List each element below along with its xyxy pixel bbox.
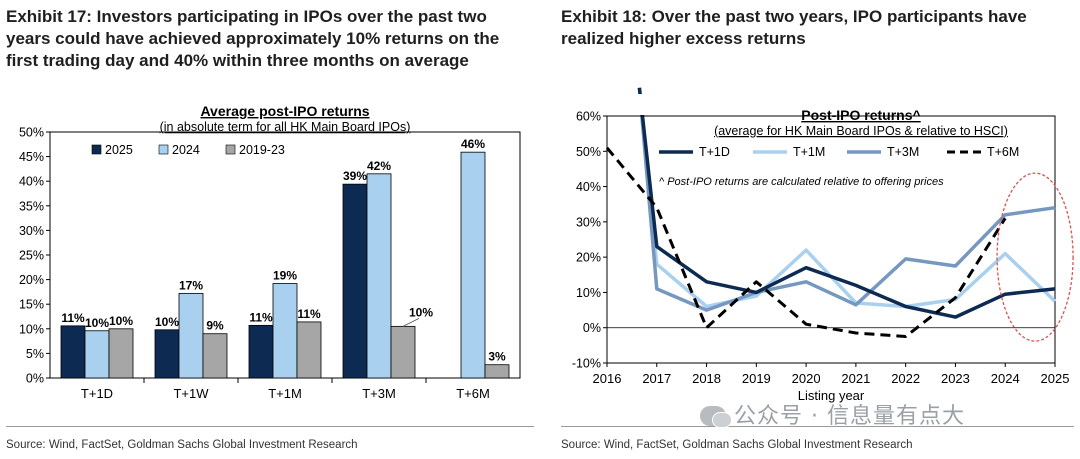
y-tick-label: 0% bbox=[583, 321, 601, 335]
legend-swatch bbox=[91, 144, 102, 155]
data-label: 10% bbox=[409, 305, 433, 319]
data-label: 46% bbox=[461, 137, 485, 151]
series-line bbox=[637, 87, 1056, 319]
y-tick-label: -10% bbox=[572, 357, 601, 371]
bar bbox=[272, 283, 298, 379]
x-tick-label: 2017 bbox=[642, 371, 671, 386]
data-label: 11% bbox=[297, 307, 321, 321]
y-tick-label: 60% bbox=[576, 110, 601, 124]
x-tick-label: 2021 bbox=[841, 371, 870, 386]
legend-label: T+6M bbox=[987, 145, 1019, 159]
wechat-icon bbox=[700, 406, 732, 428]
watermark-text: 公众号 · 信息量有点大 bbox=[734, 404, 965, 429]
source-divider bbox=[6, 426, 534, 427]
x-tick-label: T+1M bbox=[268, 386, 302, 401]
chart-title: Average post-IPO returns bbox=[200, 103, 369, 119]
bar bbox=[202, 333, 228, 379]
series-line bbox=[605, 146, 1007, 338]
legend-label: T+1D bbox=[699, 145, 730, 159]
y-tick-label: 15% bbox=[19, 298, 44, 312]
x-tick-label: 2016 bbox=[593, 371, 622, 386]
exhibit-18-title: Exhibit 18: Over the past two years, IPO… bbox=[561, 7, 1027, 48]
x-tick-label: T+1D bbox=[81, 386, 113, 401]
bar bbox=[296, 321, 322, 379]
x-tick-label: 2018 bbox=[692, 371, 721, 386]
bar bbox=[84, 330, 110, 379]
x-tick-label: 2024 bbox=[991, 371, 1020, 386]
data-label: 10% bbox=[109, 314, 133, 328]
x-tick-label: 2022 bbox=[891, 371, 920, 386]
series-line bbox=[637, 87, 1056, 312]
data-label: 42% bbox=[367, 159, 391, 173]
data-label: 10% bbox=[155, 315, 179, 329]
exhibit-17-title: Exhibit 17: Investors participating in I… bbox=[6, 7, 500, 70]
y-tick-label: 45% bbox=[19, 150, 44, 164]
y-tick-label: 20% bbox=[19, 273, 44, 287]
y-tick-label: 40% bbox=[576, 180, 601, 194]
data-label: 39% bbox=[343, 169, 367, 183]
legend-swatch bbox=[158, 144, 169, 155]
y-tick-label: 50% bbox=[19, 126, 44, 140]
data-label: 17% bbox=[179, 278, 203, 292]
x-tick-label: 2020 bbox=[792, 371, 821, 386]
bar bbox=[460, 151, 486, 379]
line-chart: -10% 0% 10% 20% 30% 40% 50% 60% 2016 2017 2018 2019… bbox=[572, 87, 1074, 403]
x-tick-label: 2023 bbox=[941, 371, 970, 386]
y-tick-label: 0% bbox=[26, 372, 44, 386]
y-tick-label: 30% bbox=[576, 215, 601, 229]
data-label: 11% bbox=[249, 310, 273, 324]
chart-subtitle: (in absolute term for all HK Main Board … bbox=[160, 120, 411, 134]
source-divider bbox=[561, 426, 1074, 427]
x-tick-label: 2025 bbox=[1041, 371, 1070, 386]
exhibit-18-panel: Exhibit 18: Over the past two years, IPO… bbox=[555, 0, 1080, 459]
label-leader bbox=[402, 317, 420, 327]
exhibit-18-source: Source: Wind, FactSet, Goldman Sachs Glo… bbox=[561, 439, 913, 451]
clip-mask bbox=[608, 94, 1054, 115]
data-label: 19% bbox=[273, 269, 297, 283]
y-tick-label: 20% bbox=[576, 251, 601, 265]
bar bbox=[390, 325, 416, 379]
legend-label: 2019-23 bbox=[239, 143, 285, 157]
legend-label: T+1M bbox=[793, 145, 825, 159]
y-tick-label: 10% bbox=[576, 286, 601, 300]
y-tick-label: 35% bbox=[19, 199, 44, 213]
legend-label: 2025 bbox=[105, 143, 133, 157]
bar bbox=[60, 325, 86, 379]
legend-swatch bbox=[225, 144, 236, 155]
exhibit-17-panel: Exhibit 17: Investors participating in I… bbox=[6, 7, 534, 451]
x-tick-label: 2019 bbox=[742, 371, 771, 386]
highlight-ellipse bbox=[996, 172, 1074, 342]
x-tick-label: T+6M bbox=[456, 386, 490, 401]
data-label: 9% bbox=[206, 319, 224, 333]
y-tick-label: 30% bbox=[19, 224, 44, 238]
y-tick-label: 25% bbox=[19, 249, 44, 263]
legend-label: T+3M bbox=[887, 145, 919, 159]
watermark: 公众号 · 信息量有点大 bbox=[700, 398, 965, 430]
bar bbox=[484, 364, 510, 379]
y-tick-label: 5% bbox=[26, 347, 44, 361]
bar bbox=[342, 183, 368, 379]
legend-label: 2024 bbox=[172, 143, 200, 157]
bar bbox=[154, 329, 180, 379]
bar bbox=[248, 324, 274, 379]
chart-title: Post-IPO returns^ bbox=[801, 107, 920, 123]
y-tick-label: 50% bbox=[576, 145, 601, 159]
chart-subtitle: (average for HK Main Board IPOs & relati… bbox=[714, 124, 1008, 138]
data-label: 11% bbox=[61, 311, 85, 325]
x-axis-label: Listing year bbox=[798, 388, 865, 403]
x-tick-label: T+3M bbox=[362, 386, 396, 401]
exhibit-17-source: Source: Wind, FactSet, Goldman Sachs Glo… bbox=[6, 439, 358, 451]
bar bbox=[108, 328, 134, 379]
x-tick-label: T+1W bbox=[173, 386, 209, 401]
chart-note: ^ Post-IPO returns are calculated relati… bbox=[659, 176, 944, 188]
y-tick-label: 40% bbox=[19, 175, 44, 189]
bar bbox=[178, 292, 204, 379]
data-label: 3% bbox=[488, 350, 506, 364]
bar bbox=[366, 173, 392, 379]
data-label: 10% bbox=[85, 316, 109, 330]
y-tick-label: 10% bbox=[19, 322, 44, 336]
bar-chart: Average post-IPO returns(in absolute ter… bbox=[19, 103, 521, 401]
